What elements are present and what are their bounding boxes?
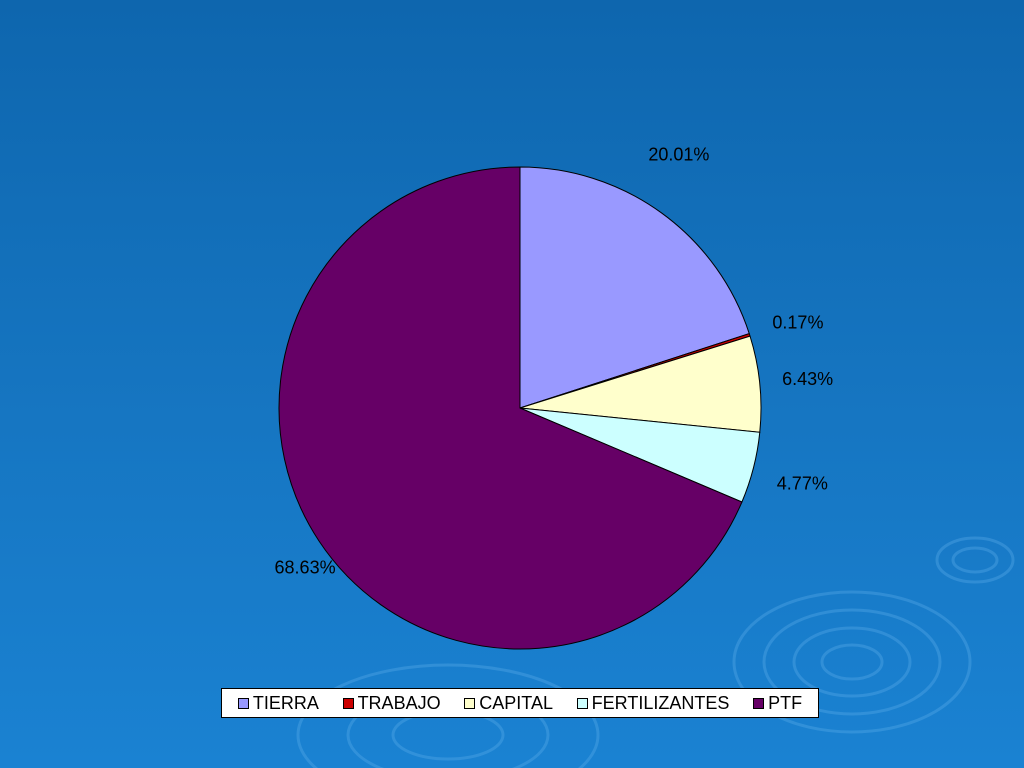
legend-item-tierra: TIERRA: [237, 692, 319, 714]
legend-item-fertilizantes: FERTILIZANTES: [576, 692, 730, 714]
data-label-capital: 6.43%: [782, 369, 833, 389]
legend-label: TRABAJO: [357, 692, 441, 713]
pie-slices: [278, 166, 762, 650]
legend-label: PTF: [768, 692, 803, 713]
pie-data-labels: 20.01% 0.17% 6.43% 4.77% 68.63%: [275, 145, 834, 578]
legend-item-trabajo: TRABAJO: [342, 692, 441, 714]
chart-legend: TIERRA TRABAJO CAPITAL FERTILIZANTES PTF: [221, 688, 819, 718]
pie-slice-ptf: [278, 166, 743, 650]
legend-swatch: [576, 697, 588, 709]
data-label-trabajo: 0.17%: [772, 313, 823, 333]
legend-label: TIERRA: [252, 692, 319, 713]
data-label-tierra: 20.01%: [648, 145, 709, 165]
legend-label: FERTILIZANTES: [591, 692, 730, 713]
legend-item-capital: CAPITAL: [464, 693, 553, 714]
legend-swatch: [753, 697, 765, 709]
legend-swatch: [464, 697, 476, 709]
legend-swatch: [342, 697, 354, 709]
data-label-fertilizantes: 4.77%: [777, 474, 828, 494]
legend-swatch: [237, 697, 249, 709]
pie-slice-tierra: [519, 166, 750, 409]
legend-item-ptf: PTF: [753, 693, 802, 714]
legend-label: CAPITAL: [479, 692, 553, 713]
data-label-ptf: 68.63%: [275, 558, 336, 578]
